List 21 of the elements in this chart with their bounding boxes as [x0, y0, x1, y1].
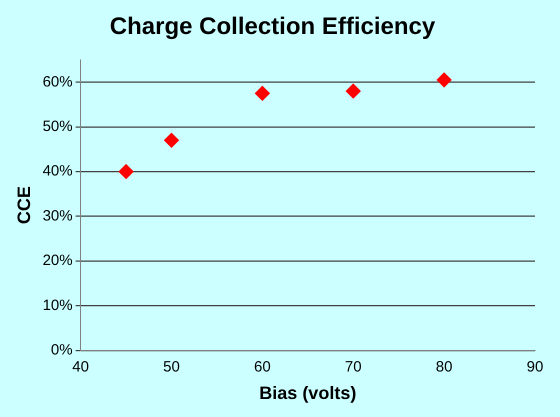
x-tick-label: 40	[72, 358, 89, 376]
y-tick-label: 0%	[50, 342, 73, 359]
point	[118, 164, 134, 180]
y-tick-label: 20%	[42, 252, 73, 270]
point	[436, 72, 452, 88]
y-axis-title: CCE	[14, 186, 34, 224]
x-tick-label: 60	[254, 358, 271, 376]
point	[164, 132, 179, 148]
x-tick-label: 50	[163, 358, 180, 376]
chart-title: Charge Collection Efficiency	[110, 13, 436, 40]
y-tick-label: 10%	[42, 296, 73, 314]
x-axis-title: Bias (volts)	[259, 383, 356, 404]
y-tick-label: 40%	[42, 162, 73, 180]
y-tick-label: 30%	[42, 207, 73, 224]
point	[346, 84, 361, 99]
y-tick-label: 60%	[42, 73, 73, 90]
x-tick-label: 90	[526, 358, 544, 376]
point	[254, 86, 270, 101]
x-tick-label: 80	[436, 358, 452, 376]
x-tick-label: 70	[344, 358, 362, 376]
y-tick-label: 50%	[42, 118, 73, 135]
